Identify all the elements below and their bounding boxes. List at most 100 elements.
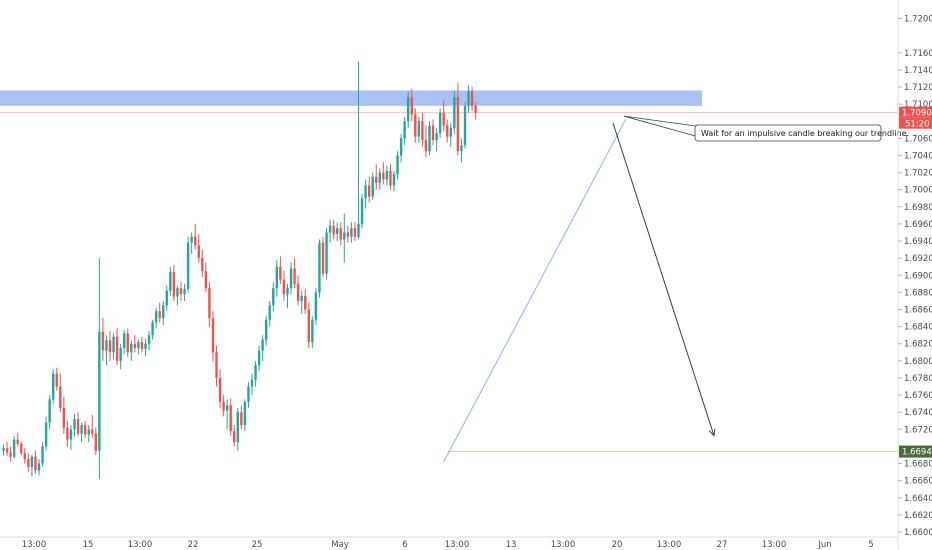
candle bbox=[279, 256, 282, 284]
candle bbox=[364, 179, 367, 209]
candle bbox=[385, 165, 389, 186]
candle-body bbox=[48, 399, 51, 423]
y-tick-label: 1.71400 bbox=[904, 66, 932, 76]
candle bbox=[460, 138, 463, 163]
x-tick-label: 13:00 bbox=[22, 540, 47, 550]
candle bbox=[158, 302, 161, 323]
y-tick-label: 1.66800 bbox=[904, 460, 932, 470]
candle-body bbox=[321, 242, 325, 274]
candle-body bbox=[254, 365, 257, 380]
candle bbox=[254, 360, 257, 387]
candle bbox=[360, 193, 364, 229]
candle-body bbox=[431, 125, 435, 141]
candle-body bbox=[91, 429, 94, 434]
candle bbox=[417, 116, 421, 143]
candle bbox=[76, 412, 80, 437]
candle-body bbox=[80, 425, 83, 434]
candle-body bbox=[115, 336, 119, 361]
candle-body bbox=[243, 401, 247, 426]
candle bbox=[247, 382, 250, 408]
x-tick-label: 13:00 bbox=[445, 540, 470, 550]
time-axis[interactable]: 13:00 15 13:00 22 25 May 6 13:00 13 13:00 20 13:00 2… bbox=[22, 540, 874, 550]
y-tick-label: 1.69000 bbox=[904, 271, 932, 281]
candle-body bbox=[20, 443, 23, 454]
candle-body bbox=[197, 245, 200, 259]
candle bbox=[144, 338, 147, 356]
candles-layer bbox=[2, 61, 477, 479]
candle bbox=[154, 307, 158, 329]
price-badges: 1.7090051:20 1.66940 bbox=[899, 106, 932, 458]
candle bbox=[314, 288, 318, 325]
candle-body bbox=[350, 228, 353, 237]
candle bbox=[463, 102, 467, 149]
candle-body bbox=[9, 452, 12, 457]
candle-body bbox=[215, 352, 218, 378]
candle bbox=[176, 285, 179, 306]
candle bbox=[403, 116, 406, 146]
candle bbox=[421, 112, 424, 147]
callout-box[interactable] bbox=[694, 124, 882, 142]
trendline[interactable] bbox=[443, 119, 627, 463]
candle bbox=[371, 172, 374, 200]
candle-body bbox=[265, 319, 268, 340]
x-tick-label: May bbox=[331, 540, 349, 550]
candle bbox=[321, 236, 325, 277]
candle bbox=[233, 425, 236, 447]
candle bbox=[378, 168, 381, 190]
candle bbox=[123, 330, 126, 355]
candle-body bbox=[456, 97, 460, 152]
candle-body bbox=[66, 427, 69, 440]
candle-body bbox=[98, 331, 101, 451]
x-tick-label: 13:00 bbox=[551, 540, 576, 550]
y-tick-label: 1.68600 bbox=[904, 306, 932, 316]
candle-body bbox=[357, 223, 360, 237]
candle bbox=[346, 225, 350, 243]
candle-body bbox=[172, 271, 176, 297]
price-axis[interactable]: 1.72000 1.71600 1.71400 1.71200 1.71000 1.706… bbox=[898, 15, 932, 538]
candle-body bbox=[87, 429, 90, 435]
candle bbox=[318, 239, 321, 298]
x-tick-label: 13 bbox=[506, 540, 517, 550]
candle bbox=[208, 282, 211, 327]
candle-body bbox=[407, 97, 410, 122]
candle bbox=[23, 448, 26, 464]
candle-body bbox=[378, 172, 381, 183]
candle-body bbox=[201, 258, 204, 271]
y-tick-label: 1.71200 bbox=[904, 83, 932, 93]
candle-body bbox=[83, 425, 87, 435]
candle-body bbox=[154, 311, 158, 323]
candle bbox=[112, 333, 115, 360]
candle-body bbox=[229, 405, 232, 432]
candle bbox=[66, 420, 69, 447]
candle-body bbox=[16, 439, 19, 444]
candle-body bbox=[293, 268, 296, 284]
drawings-layer: Wait for an impulsive candle breaking ou… bbox=[443, 115, 909, 463]
candle bbox=[59, 373, 62, 413]
candle bbox=[101, 318, 105, 361]
projection-arrow[interactable] bbox=[612, 122, 715, 436]
candle bbox=[169, 266, 172, 296]
candle bbox=[307, 302, 310, 349]
candle-body bbox=[62, 407, 66, 428]
candle-body bbox=[286, 288, 289, 295]
y-tick-label: 1.68800 bbox=[904, 288, 932, 298]
candle bbox=[328, 219, 332, 243]
countdown-badge bbox=[899, 117, 932, 129]
candle-body bbox=[392, 174, 396, 186]
candle-body bbox=[385, 170, 389, 180]
candle-body bbox=[208, 288, 211, 319]
x-tick-label: Jun bbox=[817, 540, 831, 550]
candle bbox=[414, 108, 417, 143]
candle-body bbox=[69, 429, 73, 440]
y-tick-label: 1.70200 bbox=[904, 169, 932, 179]
candle bbox=[9, 446, 12, 462]
candle-body bbox=[421, 121, 424, 141]
candle-body bbox=[105, 340, 108, 351]
candle-body bbox=[190, 236, 193, 243]
candle-body bbox=[225, 405, 229, 411]
candle bbox=[392, 170, 396, 192]
candle-body bbox=[470, 91, 474, 106]
candle-body bbox=[162, 305, 165, 319]
